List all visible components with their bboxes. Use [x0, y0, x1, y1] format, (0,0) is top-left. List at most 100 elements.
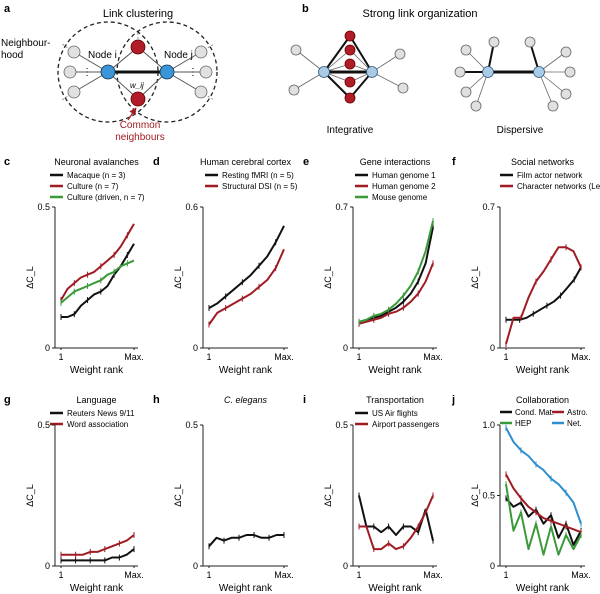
- y-tick-label: 0: [193, 561, 198, 571]
- dispersive-label: Dispersive: [497, 125, 544, 136]
- y-tick-label: 0: [343, 561, 348, 571]
- y-tick-label: 1.0: [482, 420, 495, 430]
- x-tick-label: Max.: [423, 352, 443, 362]
- series-line-black: [358, 226, 434, 323]
- common-neighbour-node: [130, 39, 146, 55]
- chart-title: Gene interactions: [360, 157, 431, 167]
- series-line-red: [61, 534, 135, 556]
- x-axis-label: Weight rank: [516, 365, 570, 376]
- x-axis-label: Weight rank: [219, 365, 273, 376]
- legend-label: Astro.: [567, 408, 588, 417]
- y-axis-label: ΔC_L: [470, 484, 480, 507]
- y-tick-label: 0.7: [335, 202, 348, 212]
- common-neighbours-label-line2: neighbours: [115, 132, 164, 143]
- legend-label: Airport passengers: [372, 420, 439, 429]
- panel-letter: d: [153, 156, 160, 168]
- dots-icon: ⋮: [82, 67, 92, 78]
- x-tick-label: Max.: [571, 570, 591, 580]
- neighbour-node: [194, 45, 208, 59]
- y-tick-label: 0: [45, 561, 50, 571]
- legend-label: US Air flights: [372, 409, 418, 418]
- x-tick-label: Max.: [423, 570, 443, 580]
- x-tick-label: 1: [58, 570, 63, 580]
- y-axis-label: ΔC_L: [470, 266, 480, 289]
- legend-label: Culture (driven, n = 7): [67, 193, 145, 202]
- chart-title: Human cerebral cortex: [200, 157, 292, 167]
- y-axis-label: ΔC_L: [25, 266, 35, 289]
- y-tick-label: 0: [343, 343, 348, 353]
- x-tick-label: 1: [356, 570, 361, 580]
- panel-letter: c: [4, 156, 10, 168]
- x-tick-label: 1: [503, 570, 508, 580]
- y-tick-label: 0.5: [37, 202, 50, 212]
- legend-label: Mouse genome: [372, 193, 428, 202]
- chart-title: Neuronal avalanches: [54, 157, 139, 167]
- neighbour-node: [199, 65, 213, 79]
- node-j-label: Node j: [164, 50, 193, 61]
- y-tick-label: 0: [193, 343, 198, 353]
- x-tick-label: 1: [206, 570, 211, 580]
- neighbour-node: [67, 45, 81, 59]
- series-line-red: [208, 248, 285, 326]
- x-tick-label: Max.: [274, 352, 294, 362]
- series-line-red: [505, 473, 582, 534]
- x-tick-label: Max.: [124, 570, 144, 580]
- chart-panel-e: e Gene interactions Human genome 1 Human ge…: [303, 156, 443, 376]
- panel-a: a Link clustering Neighbour- hood: [1, 3, 218, 143]
- panel-a-title: Link clustering: [103, 8, 173, 20]
- legend-label: Word association: [67, 420, 128, 429]
- panel-letter: e: [303, 156, 309, 168]
- series-line-blue: [505, 427, 582, 525]
- series-line-black: [208, 225, 285, 309]
- legend-label: Net.: [567, 419, 582, 428]
- chart-title: C. elegans: [224, 395, 268, 405]
- series-line-green: [505, 484, 582, 556]
- y-tick-label: 0.7: [482, 202, 495, 212]
- series-line-black: [208, 534, 284, 547]
- legend-label: Cond. Mat.: [515, 408, 554, 417]
- chart-panel-i: i Transportation US Air flights Airport pas…: [303, 394, 443, 594]
- y-tick-label: 0.5: [335, 420, 348, 430]
- panel-letter: j: [451, 394, 455, 406]
- panel-b-title: Strong link organization: [363, 8, 478, 20]
- x-tick-label: Max.: [274, 570, 294, 580]
- panel-letter: h: [153, 394, 160, 406]
- y-tick-label: 0.5: [482, 491, 495, 501]
- chart-panels: c Neuronal avalanches Macaque (n = 3) Cultu…: [4, 156, 600, 594]
- series-line-red: [359, 495, 434, 551]
- panel-letter: f: [452, 156, 456, 168]
- y-tick-label: 0: [45, 343, 50, 353]
- y-axis-label: ΔC_L: [323, 266, 333, 289]
- common-neighbour-node: [130, 91, 146, 107]
- series-line-red: [60, 223, 135, 301]
- y-tick-label: 0.5: [185, 420, 198, 430]
- series-line-black: [61, 243, 135, 318]
- x-axis-label: Weight rank: [368, 583, 422, 594]
- x-axis-label: Weight rank: [70, 583, 124, 594]
- legend-label: Human genome 1: [372, 171, 436, 180]
- y-tick-label: 0.6: [185, 202, 198, 212]
- chart-panel-f: f Social networks Film actor network Charac…: [452, 156, 600, 376]
- integrative-label: Integrative: [327, 125, 374, 136]
- dispersive-diagram: Dispersive: [454, 36, 576, 136]
- legend-label: Reuters News 9/11: [67, 409, 135, 418]
- chart-title: Transportation: [366, 395, 424, 405]
- neighbour-node: [194, 85, 208, 99]
- panel-b-letter: b: [302, 3, 309, 15]
- series-line-black: [61, 548, 135, 562]
- series-line-black: [506, 266, 582, 321]
- common-neighbours-label-line1: Common: [120, 120, 161, 131]
- series-line-green: [60, 259, 135, 304]
- series-line-red: [358, 263, 434, 325]
- neighbourhood-label-line2: hood: [1, 50, 23, 61]
- integrative-diagram: Integrative: [288, 30, 409, 136]
- series-line-black: [505, 497, 582, 546]
- legend-label: Human genome 2: [372, 182, 436, 191]
- series-line-black: [358, 495, 434, 541]
- legend-label: Character networks (Les Misérables): [517, 182, 600, 191]
- x-axis-label: Weight rank: [219, 583, 273, 594]
- node-i: [100, 64, 116, 80]
- x-axis-label: Weight rank: [516, 583, 570, 594]
- chart-title: Language: [76, 395, 116, 405]
